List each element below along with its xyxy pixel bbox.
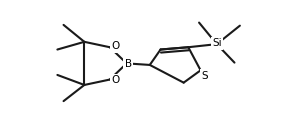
- Text: S: S: [201, 71, 208, 81]
- Text: B: B: [125, 59, 132, 69]
- Text: O: O: [111, 75, 119, 85]
- Text: Si: Si: [212, 38, 222, 48]
- Text: O: O: [111, 41, 119, 51]
